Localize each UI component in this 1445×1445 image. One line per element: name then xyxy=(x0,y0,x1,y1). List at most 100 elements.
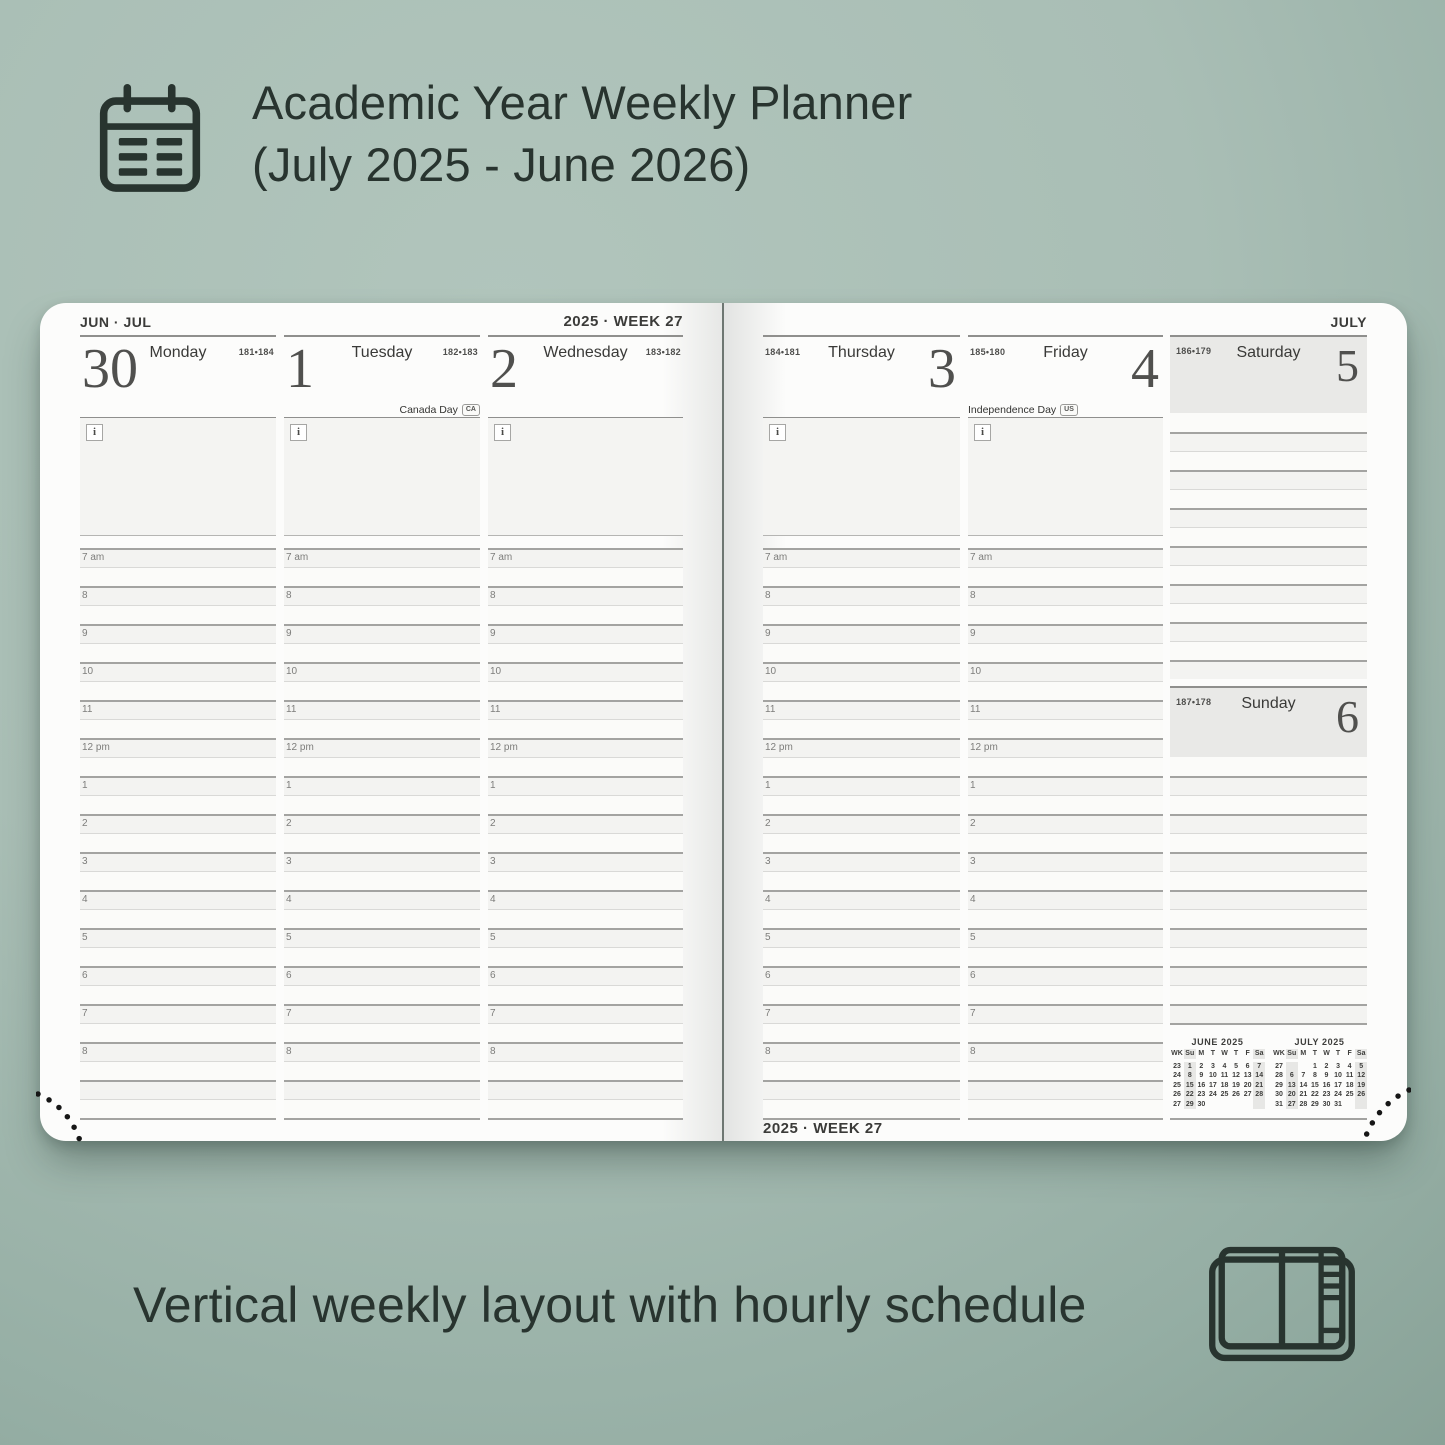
hour-row: 1 xyxy=(284,776,480,795)
mini-calendar-col-header: T xyxy=(1312,1050,1318,1057)
date-cell xyxy=(1230,1100,1242,1110)
date-cell xyxy=(1242,1100,1254,1110)
date-cell: 19 xyxy=(1355,1080,1367,1090)
ruled-line-row xyxy=(1170,489,1367,508)
mini-calendar-title: JULY 2025 xyxy=(1294,1037,1345,1047)
hour-label: 4 xyxy=(286,894,292,905)
mini-calendar-july-2025: JULY 2025 WK Su M T W T F Sa 27 1 2 3 4 5 28 6 7 8 9 10 11 12 2… xyxy=(1272,1034,1367,1118)
hour-row: 4 xyxy=(968,890,1163,909)
hour-label: 8 xyxy=(82,1046,88,1057)
week-number-cell: 30 xyxy=(1275,1091,1283,1098)
half-hour-row xyxy=(284,757,480,776)
hour-label: 2 xyxy=(490,818,496,829)
hour-label: 6 xyxy=(82,970,88,981)
notes-area: i xyxy=(968,418,1163,536)
hour-label: 7 xyxy=(286,1008,292,1019)
hour-row: 8 xyxy=(284,586,480,605)
day-column-wednesday: 2 Wednesday 183•182 i 7 am 8 9 10 11 12 pm 1 2 3 4 5 6 7… xyxy=(488,303,683,1141)
half-hour-row xyxy=(80,757,276,776)
mini-calendar-col-header: F xyxy=(1245,1050,1250,1057)
half-hour-row xyxy=(284,909,480,928)
day-header: 2 Wednesday 183•182 xyxy=(488,335,683,400)
hour-row: 1 xyxy=(968,776,1163,795)
corner-stitch-dots-left xyxy=(36,1091,84,1146)
mini-calendar-col-header: Sa xyxy=(1355,1049,1367,1059)
half-hour-row xyxy=(968,909,1163,928)
week-number-cell: 27 xyxy=(1275,1062,1283,1070)
hour-row: 10 xyxy=(284,662,480,681)
mini-calendar-col-header: F xyxy=(1347,1050,1352,1057)
hour-row: 12 pm xyxy=(80,738,276,757)
mini-calendar-week-row: 29 13 14 15 16 17 18 19 xyxy=(1272,1080,1367,1090)
half-hour-row xyxy=(488,1023,683,1042)
week-number-cell: 29 xyxy=(1275,1081,1283,1089)
hour-row: 10 xyxy=(968,662,1163,681)
hour-row: 4 xyxy=(763,890,960,909)
hour-label: 2 xyxy=(765,818,771,829)
half-hour-row xyxy=(284,719,480,738)
planner-spread: JUN · JUL 2025 · WEEK 27 JULY 2025 · WEE… xyxy=(36,303,1411,1146)
weekend-ruled-lines xyxy=(1170,413,1367,679)
date-cell: 6 xyxy=(1245,1062,1250,1070)
hour-row: 5 xyxy=(968,928,1163,947)
ruled-line-row xyxy=(1170,470,1367,489)
day-column-monday: 30 Monday 181•184 i 7 am 8 9 10 11 12 pm 1 2 3 4 5 6 7 8 xyxy=(80,303,276,1141)
hour-row: 3 xyxy=(80,852,276,871)
hour-row: 12 pm xyxy=(763,738,960,757)
hour-label: 8 xyxy=(765,590,771,601)
half-hour-row xyxy=(488,985,683,1004)
hour-row: 8 xyxy=(968,1042,1163,1061)
date-cell: 11 xyxy=(1345,1072,1354,1079)
hour-row: 7 am xyxy=(968,548,1163,567)
half-hour-row xyxy=(968,567,1163,586)
page-numbers: 183•182 xyxy=(645,347,681,357)
notes-area: i xyxy=(284,418,480,536)
hour-label: 5 xyxy=(82,932,88,943)
date-cell: 30 xyxy=(1322,1100,1331,1108)
half-hour-row xyxy=(284,1061,480,1080)
week-number-cell: 31 xyxy=(1275,1100,1283,1108)
hour-label: 11 xyxy=(765,704,776,715)
hour-row: 3 xyxy=(488,852,683,871)
hour-row: 6 xyxy=(488,966,683,985)
mini-calendar-title: JUNE 2025 xyxy=(1191,1037,1244,1047)
info-icon: i xyxy=(769,424,786,441)
date-cell: 14 xyxy=(1253,1071,1265,1081)
hour-label: 11 xyxy=(490,704,501,715)
hour-row: 5 xyxy=(763,928,960,947)
date-cell: 24 xyxy=(1334,1091,1342,1098)
date-cell: 30 xyxy=(1197,1100,1206,1108)
hour-row: 9 xyxy=(284,624,480,643)
ruled-line-row xyxy=(1170,432,1367,451)
hour-label: 3 xyxy=(286,856,292,867)
hour-label: 9 xyxy=(490,628,496,639)
info-icon: i xyxy=(86,424,103,441)
hour-row: 7 am xyxy=(488,548,683,567)
half-hour-row xyxy=(968,681,1163,700)
hour-label: 1 xyxy=(970,780,976,791)
hour-label: 9 xyxy=(765,628,771,639)
half-hour-row xyxy=(763,1023,960,1042)
day-number: 2 xyxy=(490,338,518,400)
hour-label: 2 xyxy=(286,818,292,829)
hour-label: 9 xyxy=(82,628,88,639)
hour-label: 3 xyxy=(490,856,496,867)
date-cell: 1 xyxy=(1184,1061,1196,1071)
date-cell: 5 xyxy=(1234,1062,1239,1070)
mini-calendar-week-row: 30 20 21 22 23 24 25 26 xyxy=(1272,1090,1367,1100)
holiday-country-badge: CA xyxy=(461,404,480,416)
date-cell: 23 xyxy=(1197,1091,1206,1098)
half-hour-row xyxy=(763,1061,960,1080)
week-number-cell: 27 xyxy=(1173,1100,1181,1108)
half-hour-row xyxy=(488,871,683,890)
hour-label: 11 xyxy=(970,704,981,715)
week-label-top: 2025 · WEEK 27 xyxy=(563,313,683,330)
page-numbers: 181•184 xyxy=(238,347,274,357)
half-hour-row xyxy=(80,795,276,814)
day-name: Sunday xyxy=(1241,695,1296,712)
date-cell: 24 xyxy=(1209,1091,1217,1098)
hour-label: 4 xyxy=(970,894,976,905)
hour-row: 12 pm xyxy=(968,738,1163,757)
ruled-line-row xyxy=(1170,947,1367,966)
date-cell: 13 xyxy=(1286,1080,1298,1090)
